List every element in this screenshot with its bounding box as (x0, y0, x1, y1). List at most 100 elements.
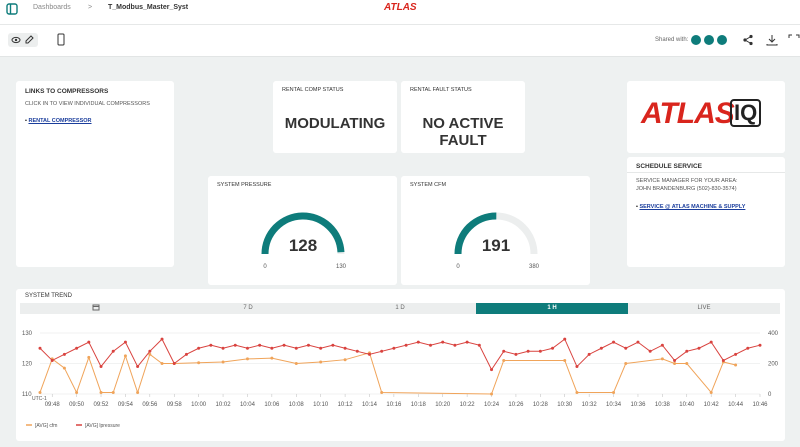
x-tick-label: 10:44 (728, 402, 744, 408)
series-point (538, 349, 542, 353)
series-point (99, 365, 103, 369)
timezone-label: UTC-1 (32, 396, 47, 402)
gauge-value: 191 (482, 236, 510, 255)
series-point (429, 343, 433, 347)
x-tick-label: 10:14 (362, 402, 378, 408)
x-tick-label: 10:06 (264, 402, 280, 408)
series-point (221, 346, 225, 350)
x-tick-label: 09:50 (69, 402, 85, 408)
manager-label: SERVICE MANAGER FOR YOUR AREA: (636, 178, 738, 184)
logo: ATLAS (384, 2, 417, 13)
series-line (39, 338, 761, 371)
series-point (441, 340, 445, 344)
series-point (294, 346, 298, 350)
gauge-min: 0 (263, 264, 267, 270)
manager-contact: JOHN BRANDENBURG (502)-830-3574) (636, 186, 737, 192)
link-item: • RENTAL COMPRESSOR (25, 118, 92, 124)
range-tab[interactable]: 7 D (172, 303, 324, 314)
series-point (380, 349, 384, 353)
breadcrumb-separator: > (88, 4, 93, 11)
x-tick-label: 10:46 (752, 402, 768, 408)
series-point (612, 340, 616, 344)
range-tab[interactable]: LIVE (628, 303, 780, 314)
series-point (490, 368, 494, 372)
dashboard-name[interactable]: T_Modbus_Master_Syst (108, 4, 189, 11)
gauge-value: 128 (289, 236, 317, 255)
compressor-link[interactable]: RENTAL COMPRESSOR (28, 118, 92, 124)
series-point (99, 390, 103, 394)
gauge-arc (261, 212, 345, 255)
x-tick-label: 10:36 (630, 402, 646, 408)
card-title: RENTAL COMP STATUS (282, 87, 344, 93)
view-edit-toggle[interactable] (8, 33, 38, 47)
series-point (502, 358, 506, 362)
series-point (490, 392, 494, 396)
y2-tick-label: 0 (768, 392, 772, 398)
series-point (355, 349, 359, 353)
series-point (160, 362, 164, 365)
series-point (380, 390, 384, 394)
series-point (685, 362, 689, 365)
series-point (233, 343, 237, 347)
series-point (575, 365, 579, 369)
series-point (245, 346, 249, 350)
series-point (758, 343, 762, 347)
y-tick-label: 110 (22, 392, 32, 398)
series-point (50, 358, 54, 362)
x-tick-label: 10:22 (460, 402, 476, 408)
x-tick-label: 09:54 (118, 402, 134, 408)
y-tick-label: 120 (22, 362, 33, 368)
gauge: 191 0 380 (454, 212, 540, 270)
x-tick-label: 10:12 (338, 402, 354, 408)
fullscreen-button[interactable] (788, 34, 800, 46)
series-point (734, 363, 738, 367)
y-tick-label: 130 (22, 331, 33, 337)
series-point (111, 349, 115, 353)
series-point (87, 355, 91, 359)
series-point (734, 352, 738, 356)
rental-fault-status-card: RENTAL FAULT STATUS NO ACTIVE FAULT (401, 81, 525, 153)
series-line (39, 352, 736, 395)
card-subtitle: CLICK IN TO VIEW INDIVIDUAL COMPRESSORS (25, 101, 150, 107)
series-point (62, 352, 66, 356)
series-point (624, 362, 628, 365)
gauge-arc (454, 212, 497, 255)
system-pressure-card: SYSTEM PRESSURE 128 0 130 (208, 176, 397, 285)
mobile-view[interactable] (56, 33, 66, 47)
x-tick-label: 10:28 (533, 402, 549, 408)
gauge-min: 0 (456, 264, 460, 270)
card-title: SYSTEM TREND (25, 293, 72, 299)
shared-users[interactable] (690, 34, 730, 46)
breadcrumb[interactable]: Dashboards (33, 4, 71, 11)
series-point (148, 352, 152, 356)
range-tab[interactable]: 1 H (476, 303, 628, 314)
range-tab[interactable]: 1 D (324, 303, 476, 314)
series-point (123, 354, 127, 358)
series-point (453, 343, 457, 347)
series-point (62, 366, 66, 370)
series-point (148, 349, 152, 353)
series-point (38, 346, 42, 350)
legend-label: [AVG] lpressure (85, 423, 120, 429)
series-point (404, 343, 408, 347)
series-point (465, 340, 469, 344)
calendar-tab[interactable] (20, 303, 172, 314)
y2-tick-label: 200 (768, 362, 779, 368)
x-tick-label: 10:04 (240, 402, 256, 408)
series-point (673, 362, 677, 365)
share-button[interactable] (742, 34, 754, 46)
series-point (697, 346, 701, 350)
series-point (209, 343, 213, 347)
brand-logo: ATLAS (641, 97, 735, 130)
sidebar-toggle[interactable] (6, 3, 18, 15)
x-tick-label: 10:30 (557, 402, 573, 408)
x-tick-label: 10:40 (679, 402, 695, 408)
series-point (331, 343, 335, 347)
x-tick-label: 10:24 (484, 402, 500, 408)
series-point (685, 349, 689, 353)
series-point (221, 360, 225, 364)
system-cfm-card: SYSTEM CFM 191 0 380 (401, 176, 590, 285)
service-link[interactable]: SERVICE @ ATLAS MACHINE & SUPPLY (639, 204, 746, 210)
download-button[interactable] (766, 34, 778, 46)
